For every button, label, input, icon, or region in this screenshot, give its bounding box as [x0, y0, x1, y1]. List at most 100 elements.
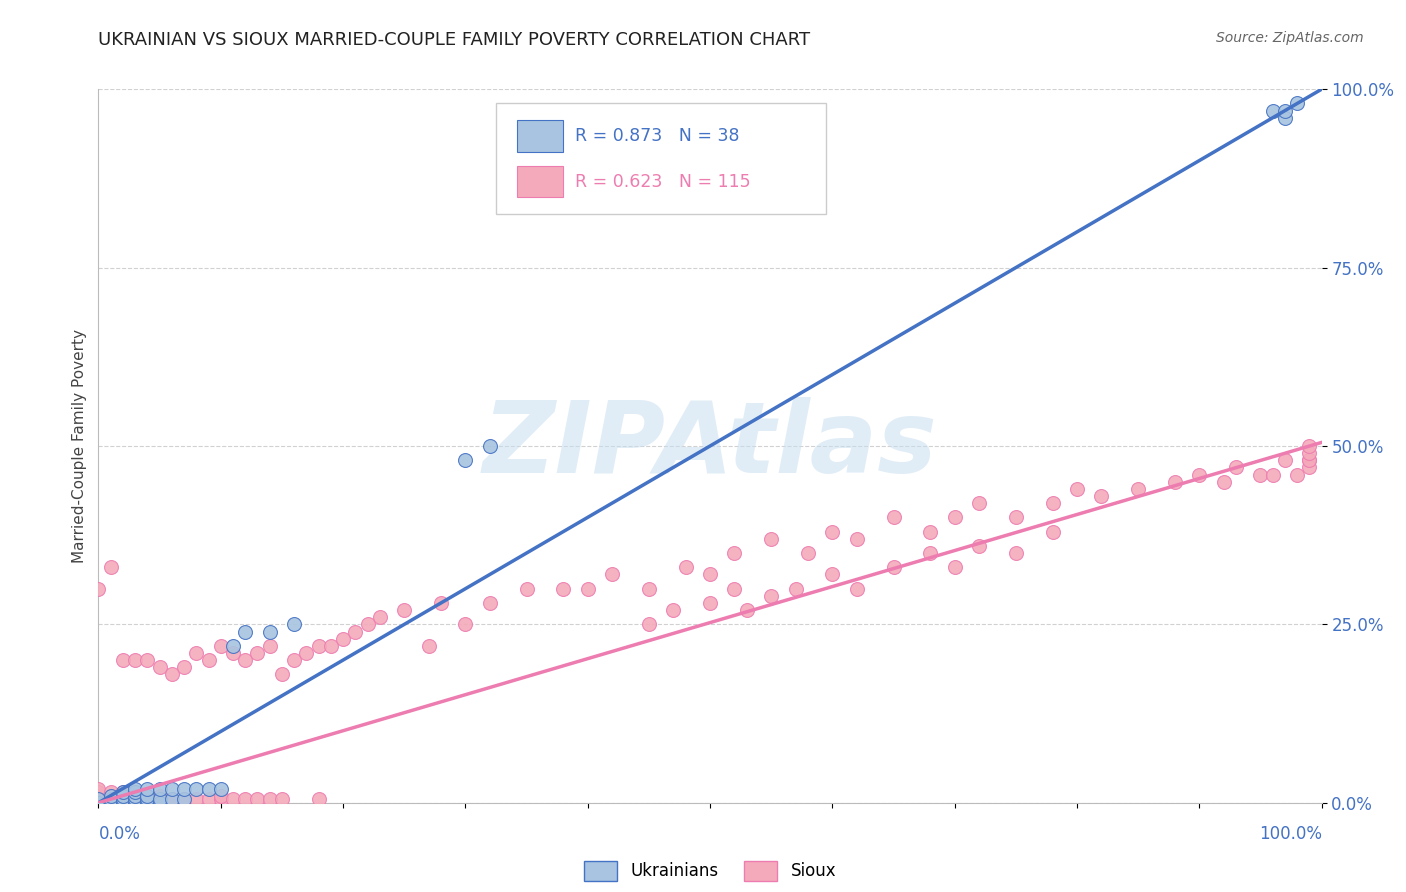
- Point: [124, 792, 146, 806]
- Point: [1274, 111, 1296, 125]
- Point: [723, 546, 745, 560]
- Point: [87, 796, 110, 810]
- Point: [124, 781, 146, 796]
- Point: [111, 789, 134, 803]
- Point: [515, 582, 537, 596]
- Point: [124, 789, 146, 803]
- Point: [124, 792, 146, 806]
- Point: [246, 646, 269, 660]
- Point: [356, 617, 378, 632]
- Point: [111, 653, 134, 667]
- Point: [136, 789, 159, 803]
- Point: [259, 792, 281, 806]
- Point: [392, 603, 416, 617]
- Point: [967, 496, 990, 510]
- Point: [675, 560, 697, 574]
- Point: [1212, 475, 1234, 489]
- Point: [1286, 96, 1309, 111]
- Point: [1286, 467, 1309, 482]
- Point: [222, 646, 245, 660]
- Point: [209, 639, 232, 653]
- Point: [173, 792, 195, 806]
- Point: [967, 539, 990, 553]
- Point: [295, 646, 318, 660]
- Point: [920, 524, 942, 539]
- Point: [209, 789, 232, 803]
- Point: [111, 792, 134, 806]
- Point: [149, 660, 172, 674]
- Text: Source: ZipAtlas.com: Source: ZipAtlas.com: [1216, 31, 1364, 45]
- Point: [454, 617, 477, 632]
- Point: [149, 796, 172, 810]
- Point: [160, 792, 183, 806]
- Point: [173, 781, 195, 796]
- Point: [259, 624, 281, 639]
- Point: [637, 617, 661, 632]
- Point: [100, 792, 122, 806]
- Point: [100, 560, 122, 574]
- Point: [160, 796, 183, 810]
- Point: [735, 603, 758, 617]
- Point: [845, 532, 868, 546]
- Text: ZIPAtlas: ZIPAtlas: [482, 398, 938, 494]
- Point: [233, 792, 256, 806]
- Point: [662, 603, 685, 617]
- Point: [478, 596, 501, 610]
- Point: [87, 785, 110, 799]
- Point: [136, 653, 159, 667]
- Point: [149, 792, 172, 806]
- Point: [1249, 467, 1271, 482]
- Point: [454, 453, 477, 467]
- Point: [1298, 453, 1320, 467]
- Point: [160, 792, 183, 806]
- Point: [186, 781, 208, 796]
- Point: [761, 589, 783, 603]
- Point: [1164, 475, 1187, 489]
- Point: [149, 789, 172, 803]
- Point: [319, 639, 342, 653]
- Point: [576, 582, 599, 596]
- Point: [209, 792, 232, 806]
- Point: [197, 792, 219, 806]
- Point: [637, 582, 661, 596]
- Point: [1298, 446, 1320, 460]
- Point: [124, 653, 146, 667]
- Point: [699, 596, 721, 610]
- Point: [821, 524, 844, 539]
- Point: [600, 567, 623, 582]
- Point: [943, 560, 966, 574]
- Point: [699, 567, 721, 582]
- Point: [1298, 453, 1320, 467]
- Point: [222, 792, 245, 806]
- Point: [87, 792, 110, 806]
- Bar: [517, 166, 564, 197]
- Point: [149, 781, 172, 796]
- Point: [1274, 103, 1296, 118]
- Point: [332, 632, 354, 646]
- Point: [1298, 460, 1320, 475]
- Point: [920, 546, 942, 560]
- Bar: [517, 120, 564, 152]
- Point: [124, 789, 146, 803]
- Point: [124, 785, 146, 799]
- Point: [136, 789, 159, 803]
- Point: [149, 792, 172, 806]
- Point: [222, 639, 245, 653]
- Point: [160, 667, 183, 681]
- Point: [308, 792, 330, 806]
- Point: [308, 639, 330, 653]
- Point: [160, 781, 183, 796]
- Point: [368, 610, 391, 624]
- Point: [283, 617, 305, 632]
- Point: [1261, 467, 1284, 482]
- Point: [270, 792, 294, 806]
- Point: [259, 639, 281, 653]
- Point: [100, 792, 122, 806]
- Y-axis label: Married-Couple Family Poverty: Married-Couple Family Poverty: [72, 329, 87, 563]
- Text: UKRAINIAN VS SIOUX MARRIED-COUPLE FAMILY POVERTY CORRELATION CHART: UKRAINIAN VS SIOUX MARRIED-COUPLE FAMILY…: [98, 31, 810, 49]
- Point: [136, 796, 159, 810]
- Point: [1298, 439, 1320, 453]
- Text: R = 0.623   N = 115: R = 0.623 N = 115: [575, 172, 751, 191]
- Point: [100, 789, 122, 803]
- Point: [821, 567, 844, 582]
